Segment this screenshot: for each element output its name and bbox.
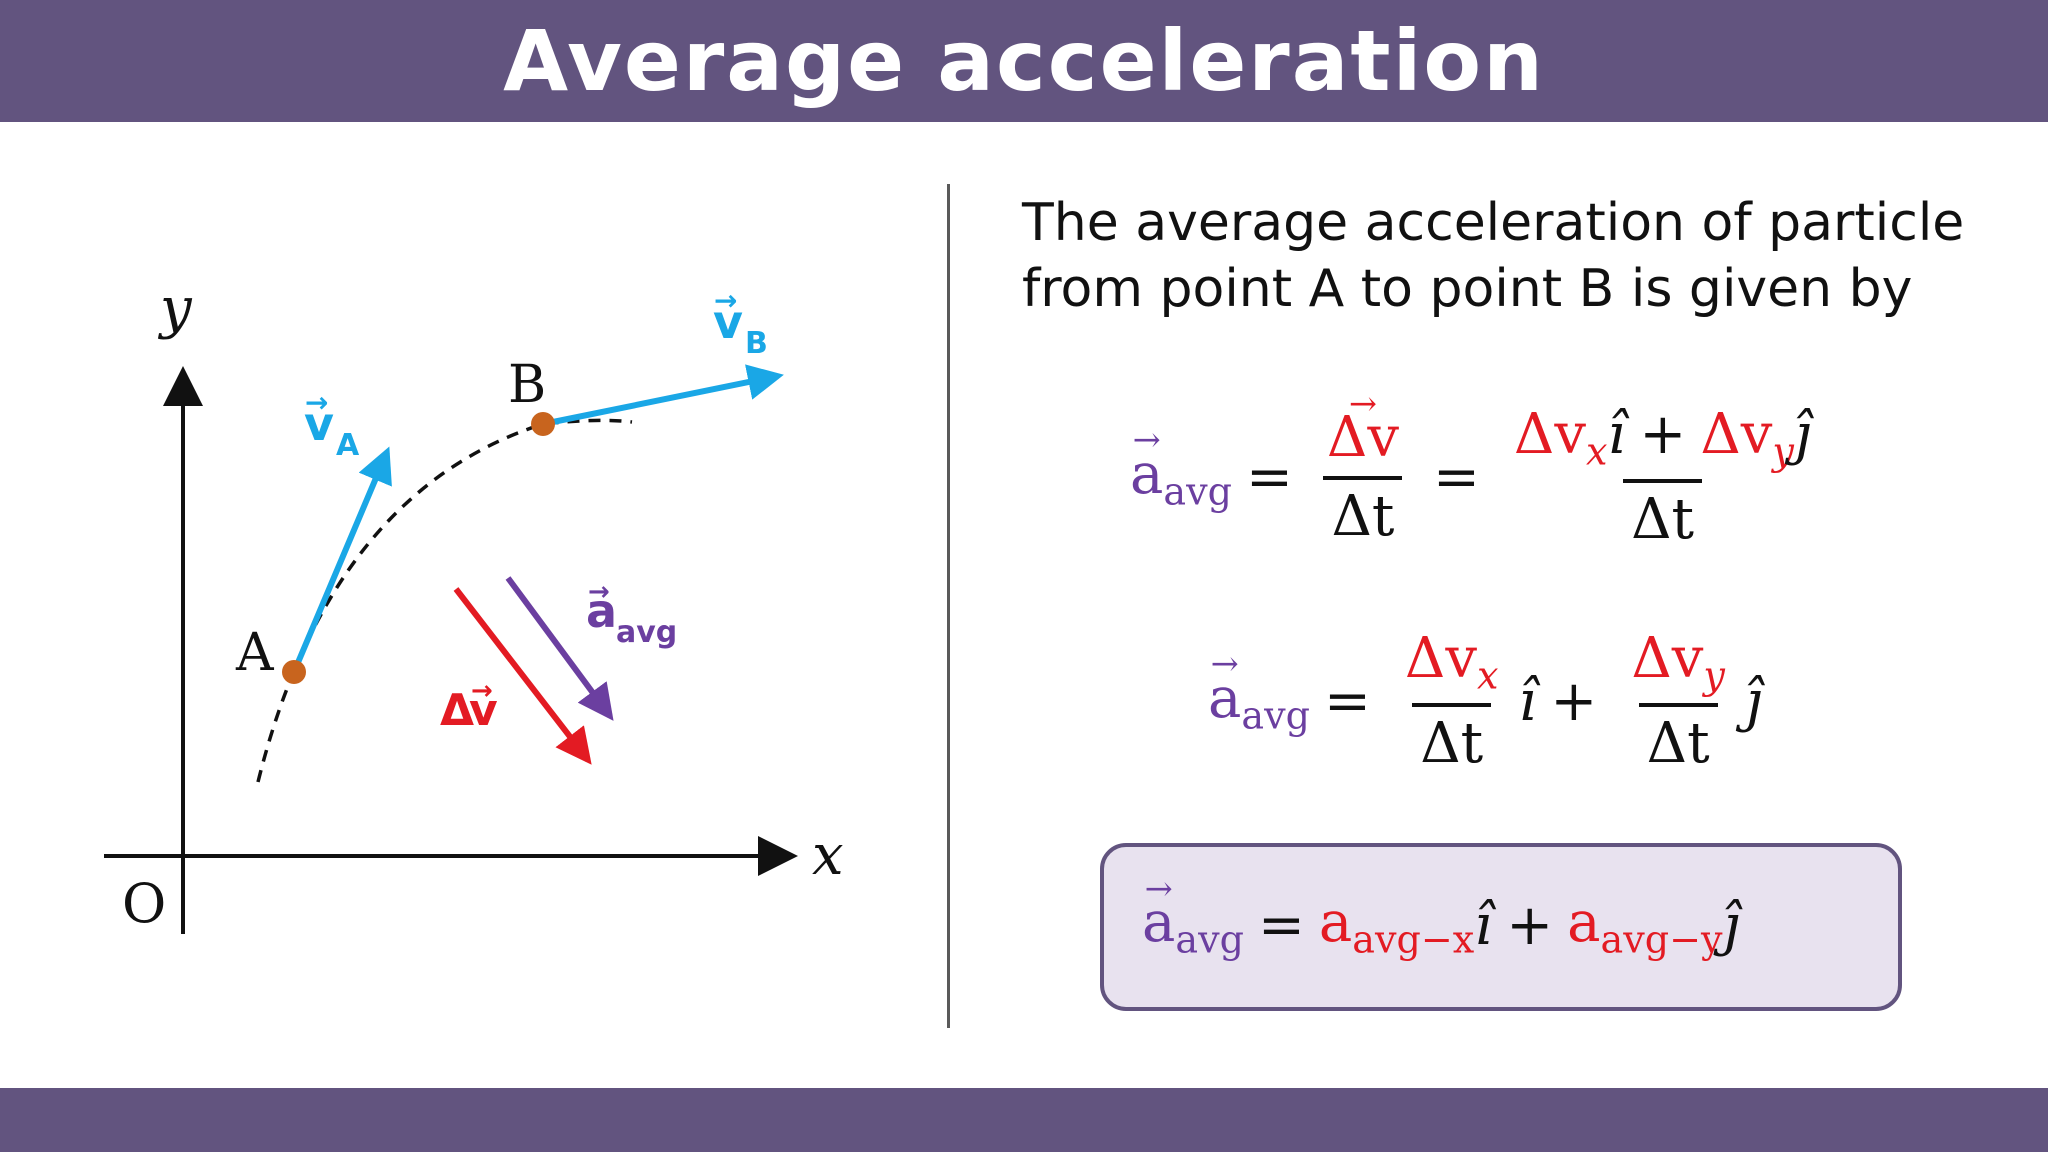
- eq2-fracy-denominator: Δt: [1638, 703, 1718, 776]
- eq3-j-hat: ĵ: [1722, 893, 1740, 959]
- a-avg-label: → a avg: [586, 577, 677, 650]
- velocity-b-symbol: v: [713, 295, 743, 349]
- eq2-fracx-denominator: Δt: [1412, 703, 1492, 776]
- eq1-delta-v-vector: Δv: [1327, 405, 1399, 470]
- eq2-j-hat: ĵ: [1744, 668, 1763, 734]
- eq2-x-subscript: x: [1476, 653, 1499, 698]
- eq1-plus: +: [1639, 402, 1687, 467]
- eq3-ay-term: aavg−y: [1567, 890, 1722, 961]
- eq3-a-avg: aavg: [1142, 890, 1244, 961]
- eq3-ay-symbol: a: [1567, 890, 1601, 955]
- motion-diagram: y x O A B → v A → v B Δ → v → a avg: [104, 276, 844, 935]
- title-bar: Average acceleration: [0, 0, 2048, 122]
- y-axis-label: y: [157, 276, 193, 341]
- delta-v-symbol: v: [469, 685, 498, 736]
- equation-components: aavg = Δvx Δt î + Δvy Δt ĵ: [1208, 626, 1762, 776]
- eq1-frac2-numerator: Δvxî + Δvyĵ: [1506, 402, 1819, 479]
- point-a: [282, 660, 306, 684]
- eq1-fraction-2: Δvxî + Δvyĵ Δt: [1506, 402, 1819, 552]
- a-avg-symbol: a: [586, 584, 617, 638]
- eq1-x-subscript: x: [1585, 429, 1608, 474]
- eq2-i-hat: î: [1518, 668, 1537, 734]
- eq1-delta-vy: Δv: [1700, 402, 1773, 467]
- velocity-vector-b: [542, 364, 784, 427]
- point-b-label: B: [508, 355, 546, 415]
- eq1-frac2-denominator: Δt: [1623, 479, 1703, 552]
- eq1-avg-subscript: avg: [1163, 468, 1232, 513]
- result-box: [1100, 843, 1902, 1011]
- eq1-y-subscript: y: [1772, 429, 1794, 474]
- a-avg-vector: [505, 576, 614, 721]
- intro-line-2: from point A to point B is given by: [1022, 259, 1913, 319]
- eq2-y-subscript: y: [1703, 653, 1725, 698]
- delta-v-arrow: →: [471, 676, 493, 706]
- eq3-avg-subscript: avg: [1175, 917, 1244, 962]
- column-divider: [947, 184, 950, 1028]
- eq2-fraction-x: Δvx Δt: [1397, 626, 1507, 776]
- eq1-frac1-numerator: Δv: [1319, 405, 1407, 476]
- a-avg-arrow: →: [588, 577, 610, 607]
- velocity-a-arrow: →: [305, 386, 328, 419]
- velocity-b-label: → v B: [713, 284, 768, 361]
- eq1-equals-1: =: [1245, 444, 1293, 510]
- eq3-ax-symbol: a: [1318, 890, 1353, 955]
- page-title: Average acceleration: [503, 12, 1545, 110]
- delta-v-label: Δ → v: [440, 676, 498, 736]
- eq2-avg-subscript: avg: [1241, 692, 1310, 737]
- eq1-equals-2: =: [1432, 444, 1480, 510]
- eq1-i-hat: î: [1607, 402, 1626, 467]
- eq1-a-vector: a: [1130, 442, 1163, 507]
- eq1-delta-vx: Δv: [1513, 402, 1586, 467]
- delta-v-vector: [453, 587, 592, 765]
- eq1-frac1-denominator: Δt: [1323, 476, 1403, 549]
- eq2-plus: +: [1550, 668, 1598, 734]
- eq2-equals: =: [1323, 668, 1371, 734]
- x-axis-label: x: [812, 823, 844, 888]
- eq3-avg-y-subscript: avg−y: [1600, 917, 1723, 962]
- point-b: [531, 412, 555, 436]
- equation-definition: aavg = Δv Δt = Δvxî+Δvyĵ Δt: [1130, 402, 1831, 552]
- eq2-fracy-numerator: Δvy: [1623, 626, 1733, 703]
- a-avg-subscript: avg: [616, 615, 677, 650]
- intro-text: The average acceleration of particle fro…: [1022, 190, 2022, 322]
- point-a-label: A: [235, 623, 275, 683]
- delta-v-delta: Δ: [440, 685, 474, 736]
- eq3-avg-x-subscript: avg−x: [1352, 917, 1475, 962]
- eq3-a-vector: a: [1142, 890, 1175, 955]
- eq2-fraction-y: Δvy Δt: [1623, 626, 1733, 776]
- eq3-equals: =: [1257, 893, 1305, 959]
- equation-result: aavg = aavg−x î + aavg−y ĵ: [1142, 890, 1740, 961]
- eq1-fraction-1: Δv Δt: [1319, 405, 1407, 549]
- velocity-b-subscript: B: [745, 326, 768, 361]
- velocity-a-subscript: A: [336, 428, 360, 463]
- eq2-delta-vy: Δv: [1631, 626, 1704, 691]
- eq3-i-hat: î: [1474, 893, 1493, 959]
- eq1-a-avg: aavg: [1130, 442, 1232, 513]
- eq1-j-hat: ĵ: [1793, 402, 1812, 467]
- velocity-a-symbol: v: [304, 397, 334, 451]
- eq3-ax-term: aavg−x: [1319, 890, 1474, 961]
- trajectory-path: [256, 418, 633, 783]
- intro-line-1: The average acceleration of particle: [1022, 193, 1965, 253]
- eq3-plus: +: [1506, 893, 1554, 959]
- velocity-vector-a: [291, 446, 392, 674]
- eq2-fracx-numerator: Δvx: [1397, 626, 1507, 703]
- velocity-b-arrow: →: [714, 284, 737, 317]
- eq2-delta-vx: Δv: [1404, 626, 1477, 691]
- eq2-a-vector: a: [1208, 666, 1241, 731]
- velocity-a-label: → v A: [304, 386, 360, 463]
- bottom-bar: [0, 1088, 2048, 1152]
- eq2-a-avg: aavg: [1208, 666, 1310, 737]
- origin-label: O: [122, 872, 166, 935]
